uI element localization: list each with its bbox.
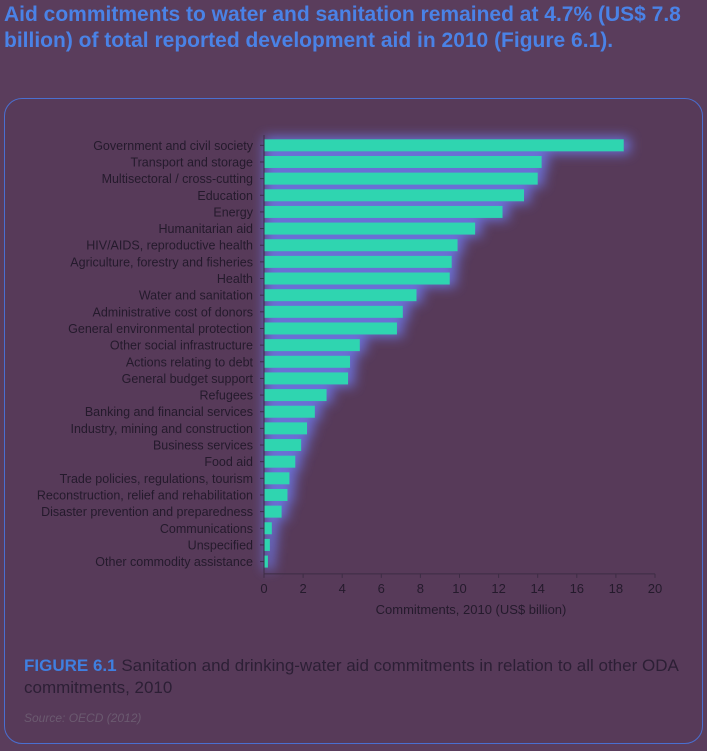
source-note: Source: OECD (2012) [24, 711, 142, 725]
bar-chart: Government and civil society Transport an… [37, 135, 662, 617]
bar-unspecified [264, 538, 270, 551]
x-axis: 0 2 4 6 8 10 12 14 16 18 20 [260, 135, 662, 596]
x-tick-label: 6 [378, 581, 385, 596]
figure-caption-label: FIGURE 6.1 [24, 656, 117, 675]
category-label: Reconstruction, relief and rehabilitatio… [37, 488, 253, 502]
category-label: Other social infrastructure [110, 339, 253, 353]
bar-general-environmental-protection [264, 322, 397, 335]
x-tick-label: 18 [609, 581, 623, 596]
category-label: Agriculture, forestry and fisheries [70, 255, 253, 269]
bar-trade-policies-regulations-tourism [264, 472, 290, 485]
x-axis-label: Commitments, 2010 (US$ billion) [376, 602, 567, 617]
bar-reconstruction-relief-and-rehabilitation [264, 488, 288, 501]
x-tick-label: 4 [339, 581, 346, 596]
bar-health [264, 272, 450, 285]
page-heading: Aid commitments to water and sanitation … [4, 3, 681, 52]
bar-banking-and-financial-services [264, 405, 315, 418]
category-label: Government and civil society [93, 139, 254, 153]
category-label: Communications [160, 522, 253, 536]
category-label: Disaster prevention and preparedness [41, 505, 253, 519]
bar-administrative-cost-of-donors [264, 305, 403, 318]
bar-water-and-sanitation [264, 289, 417, 302]
x-tick-label: 16 [570, 581, 584, 596]
bar-business-services [264, 439, 302, 452]
category-label: Industry, mining and construction [70, 422, 253, 436]
bar-industry-mining-and-construction [264, 422, 308, 435]
bar-refugees [264, 389, 327, 402]
category-label: Food aid [204, 455, 253, 469]
figure-caption: FIGURE 6.1 Sanitation and drinking-water… [24, 655, 684, 699]
x-tick-label: 0 [260, 581, 267, 596]
category-label: Trade policies, regulations, tourism [60, 472, 253, 486]
bar-energy [264, 205, 503, 218]
category-label: Energy [213, 205, 253, 219]
category-label: Transport and storage [130, 155, 253, 169]
category-label: Other commodity assistance [95, 555, 253, 569]
category-label: HIV/AIDS, reproductive health [86, 239, 253, 253]
category-label: Water and sanitation [139, 289, 253, 303]
category-label: Unspecified [188, 538, 253, 552]
x-tick-label: 12 [491, 581, 505, 596]
bars-layer [264, 139, 624, 568]
category-label: Humanitarian aid [159, 222, 254, 236]
bar-multisectoral-cross-cutting [264, 172, 538, 185]
bar-actions-relating-to-debt [264, 355, 351, 368]
category-label: Actions relating to debt [126, 355, 254, 369]
x-tick-label: 8 [417, 581, 424, 596]
bar-general-budget-support [264, 372, 349, 385]
bar-food-aid [264, 455, 296, 468]
bar-other-commodity-assistance [264, 555, 268, 568]
category-label: General budget support [122, 372, 254, 386]
x-tick-label: 14 [530, 581, 544, 596]
x-tick-label: 20 [648, 581, 662, 596]
category-label: Banking and financial services [85, 405, 253, 419]
bar-humanitarian-aid [264, 222, 476, 235]
category-label: Health [217, 272, 253, 286]
category-label: General environmental protection [68, 322, 253, 336]
bar-communications [264, 522, 272, 535]
bar-transport-and-storage [264, 155, 542, 168]
figure-caption-text: Sanitation and drinking-water aid commit… [24, 656, 678, 697]
category-labels: Government and civil society Transport an… [37, 139, 254, 569]
x-tick-label: 2 [299, 581, 306, 596]
category-label: Administrative cost of donors [93, 305, 254, 319]
category-label: Refugees [199, 389, 253, 403]
category-label: Business services [153, 439, 253, 453]
category-label: Education [197, 189, 253, 203]
bar-education [264, 189, 525, 202]
bar-other-social-infrastructure [264, 339, 360, 352]
bar-hiv-aids-reproductive-health [264, 239, 458, 252]
bar-glow-layer [264, 137, 630, 570]
bar-agriculture-forestry-and-fisheries [264, 255, 452, 268]
x-tick-label: 10 [452, 581, 466, 596]
category-label: Multisectoral / cross-cutting [102, 172, 253, 186]
bar-government-and-civil-society [264, 139, 624, 152]
bar-disaster-prevention-and-preparedness [264, 505, 282, 518]
